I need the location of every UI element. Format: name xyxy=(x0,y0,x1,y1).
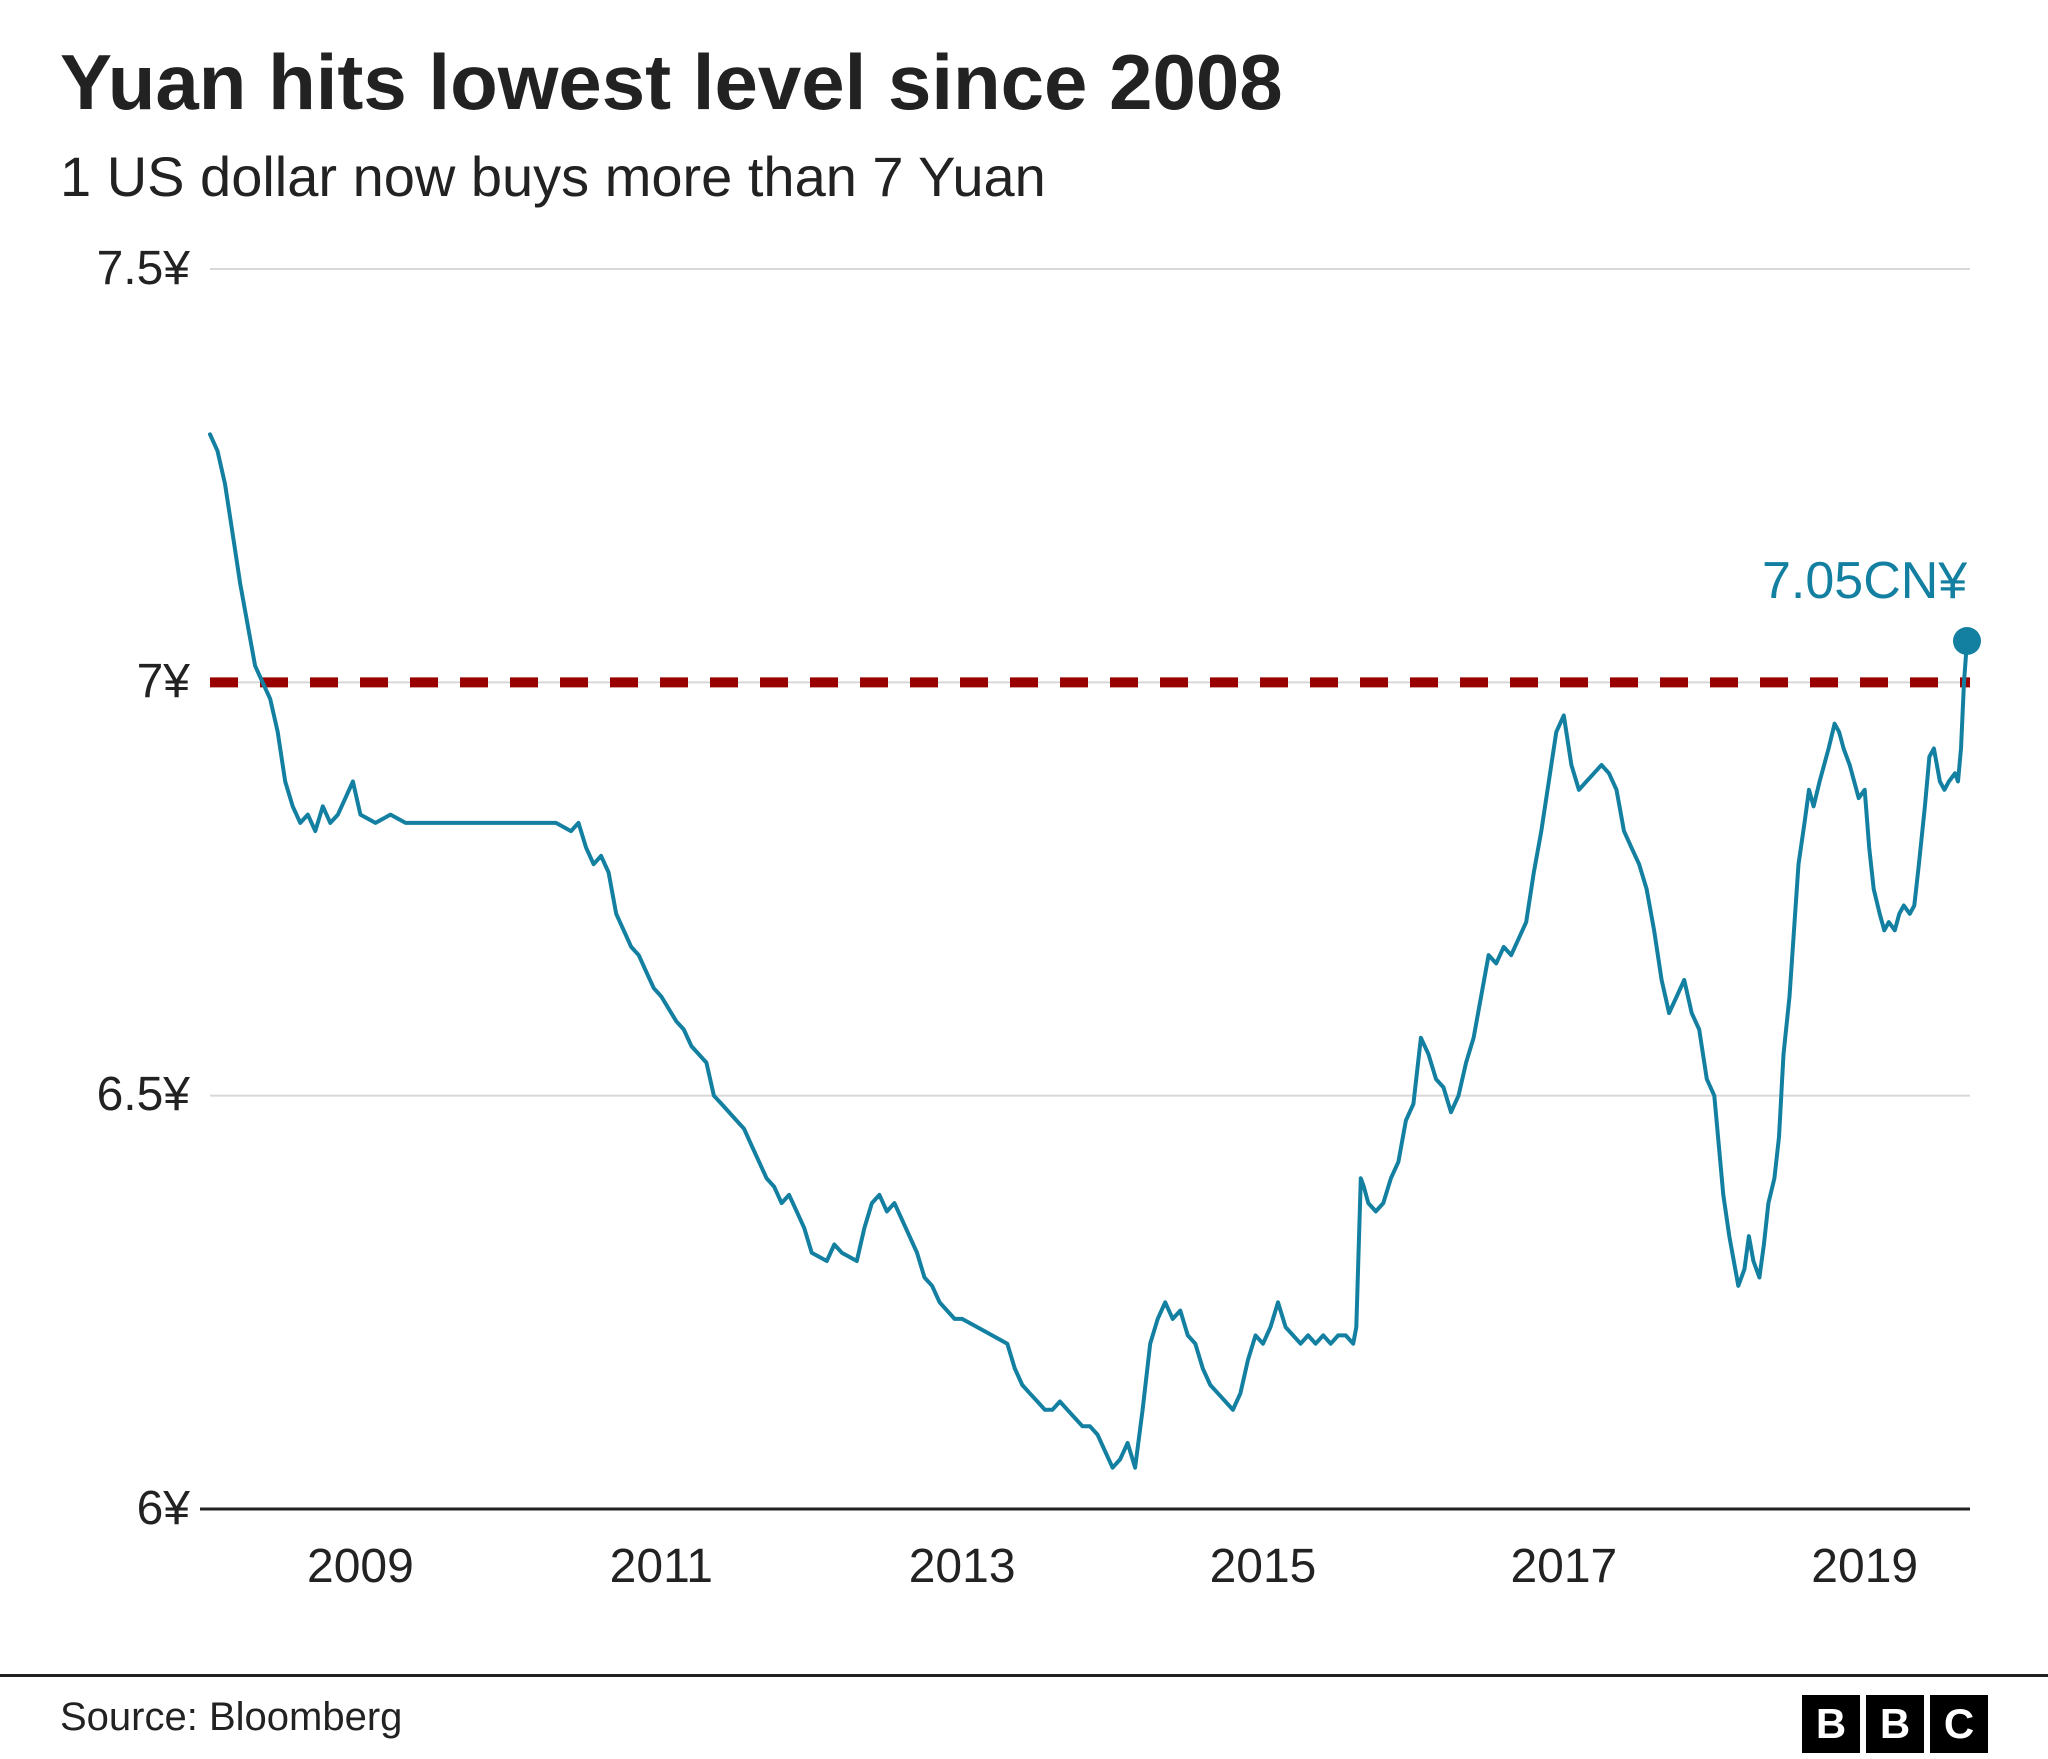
x-axis-label: 2011 xyxy=(610,1539,713,1594)
y-axis-label: 6.5¥ xyxy=(60,1067,190,1122)
bbc-logo-letter: B xyxy=(1802,1695,1860,1753)
bbc-logo-letter: C xyxy=(1930,1695,1988,1753)
x-axis-label: 2013 xyxy=(909,1539,1016,1594)
chart-area: 6¥6.5¥7¥7.5¥ 200920112013201520172019 7.… xyxy=(60,249,1988,1629)
x-axis-label: 2019 xyxy=(1811,1539,1918,1594)
chart-title: Yuan hits lowest level since 2008 xyxy=(60,40,1988,126)
x-axis-label: 2015 xyxy=(1210,1539,1317,1594)
y-axis-label: 7.5¥ xyxy=(60,241,190,296)
x-axis-label: 2017 xyxy=(1510,1539,1617,1594)
y-axis-label: 7¥ xyxy=(60,654,190,709)
chart-subtitle: 1 US dollar now buys more than 7 Yuan xyxy=(60,144,1988,209)
x-axis-label: 2009 xyxy=(307,1539,414,1594)
bbc-logo-letter: B xyxy=(1866,1695,1924,1753)
endpoint-label: 7.05CN¥ xyxy=(1762,551,1967,611)
chart-card: Yuan hits lowest level since 2008 1 US d… xyxy=(0,0,2048,1759)
bbc-logo: B B C xyxy=(1802,1695,1988,1753)
source-text: Source: Bloomberg xyxy=(60,1695,402,1740)
line-chart-svg xyxy=(60,249,1988,1629)
y-axis-label: 6¥ xyxy=(60,1481,190,1536)
footer: Source: Bloomberg B B C xyxy=(0,1674,2048,1759)
